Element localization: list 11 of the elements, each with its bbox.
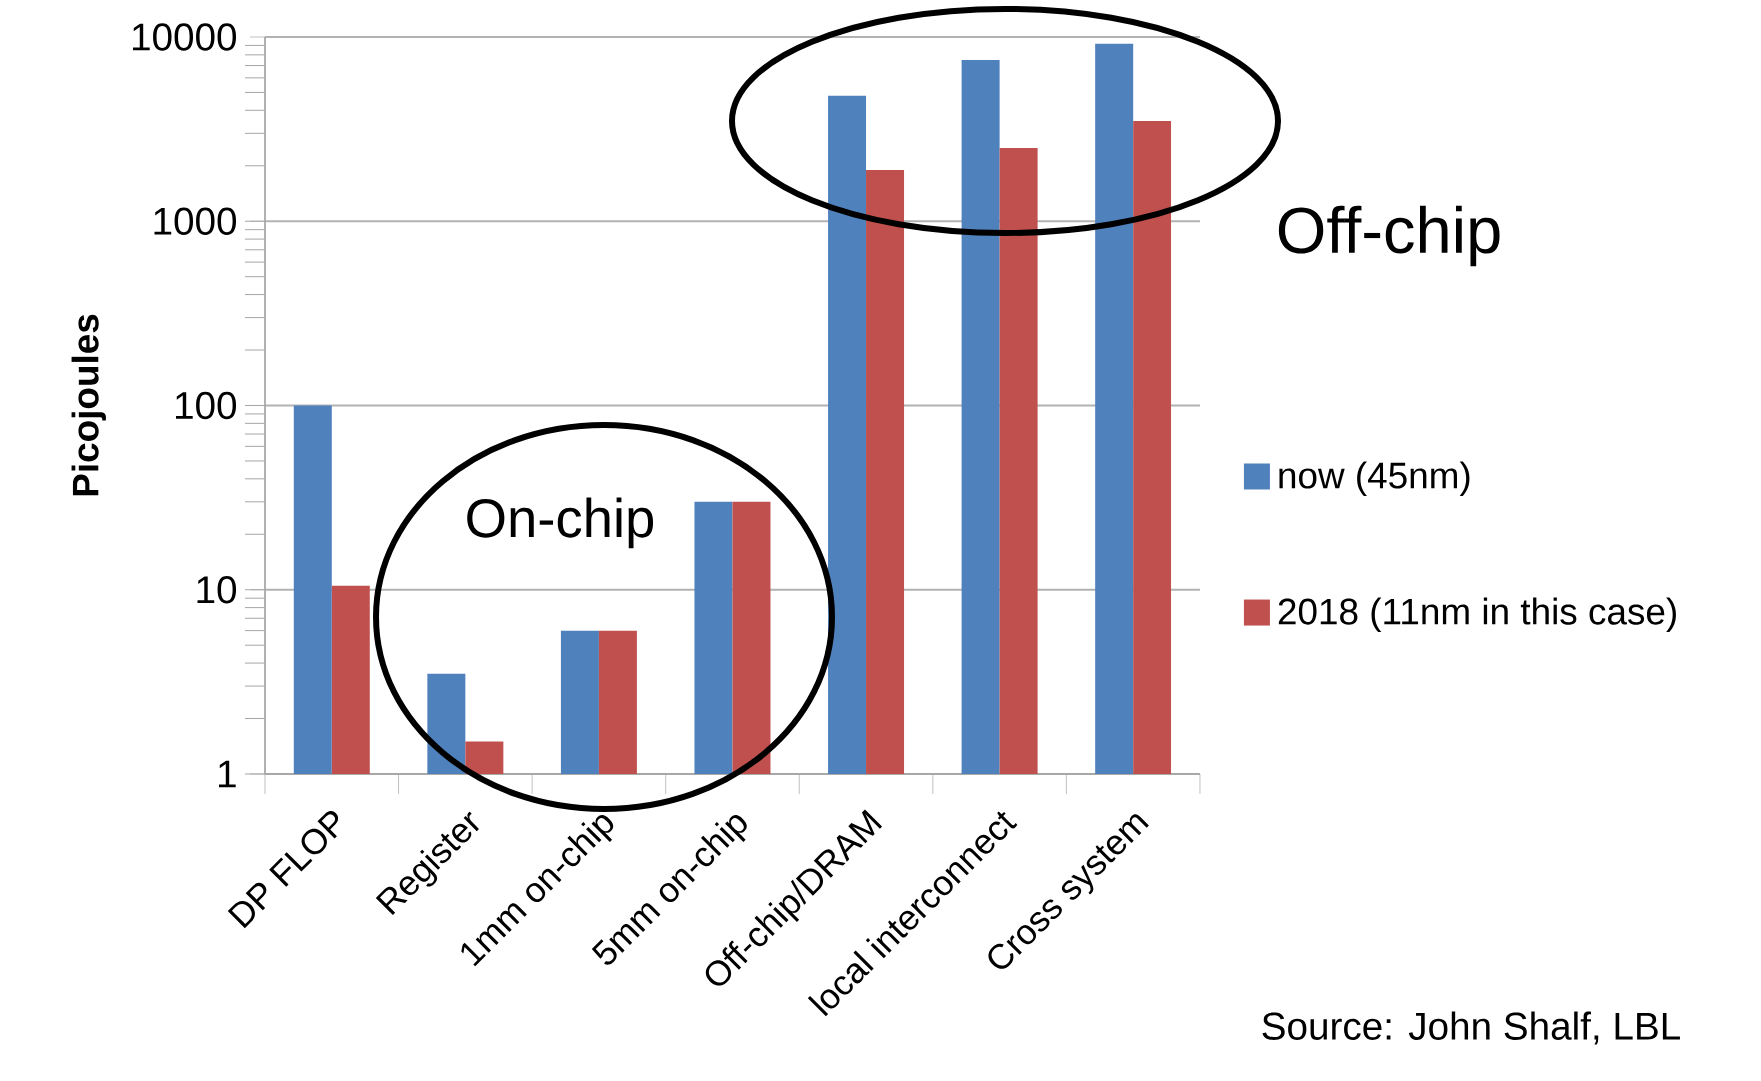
y-axis-title: Picojoules [71,314,106,496]
y-tick-label: 10000 [133,23,237,51]
y-tick-label: 10 [197,576,237,604]
y-tick-label: 1 [219,760,236,788]
source-note: Source: John Shalf, LBL [1262,1011,1680,1045]
text: Off-chip [1278,205,1500,267]
legend-label: now (45nm) [1279,461,1470,496]
y-tick-label: 1000 [154,207,237,235]
y-tick-label: 100 [176,391,237,420]
annotation: On-chip [467,497,654,549]
legend-label: 2018 (11nm in this case) [1278,597,1676,632]
